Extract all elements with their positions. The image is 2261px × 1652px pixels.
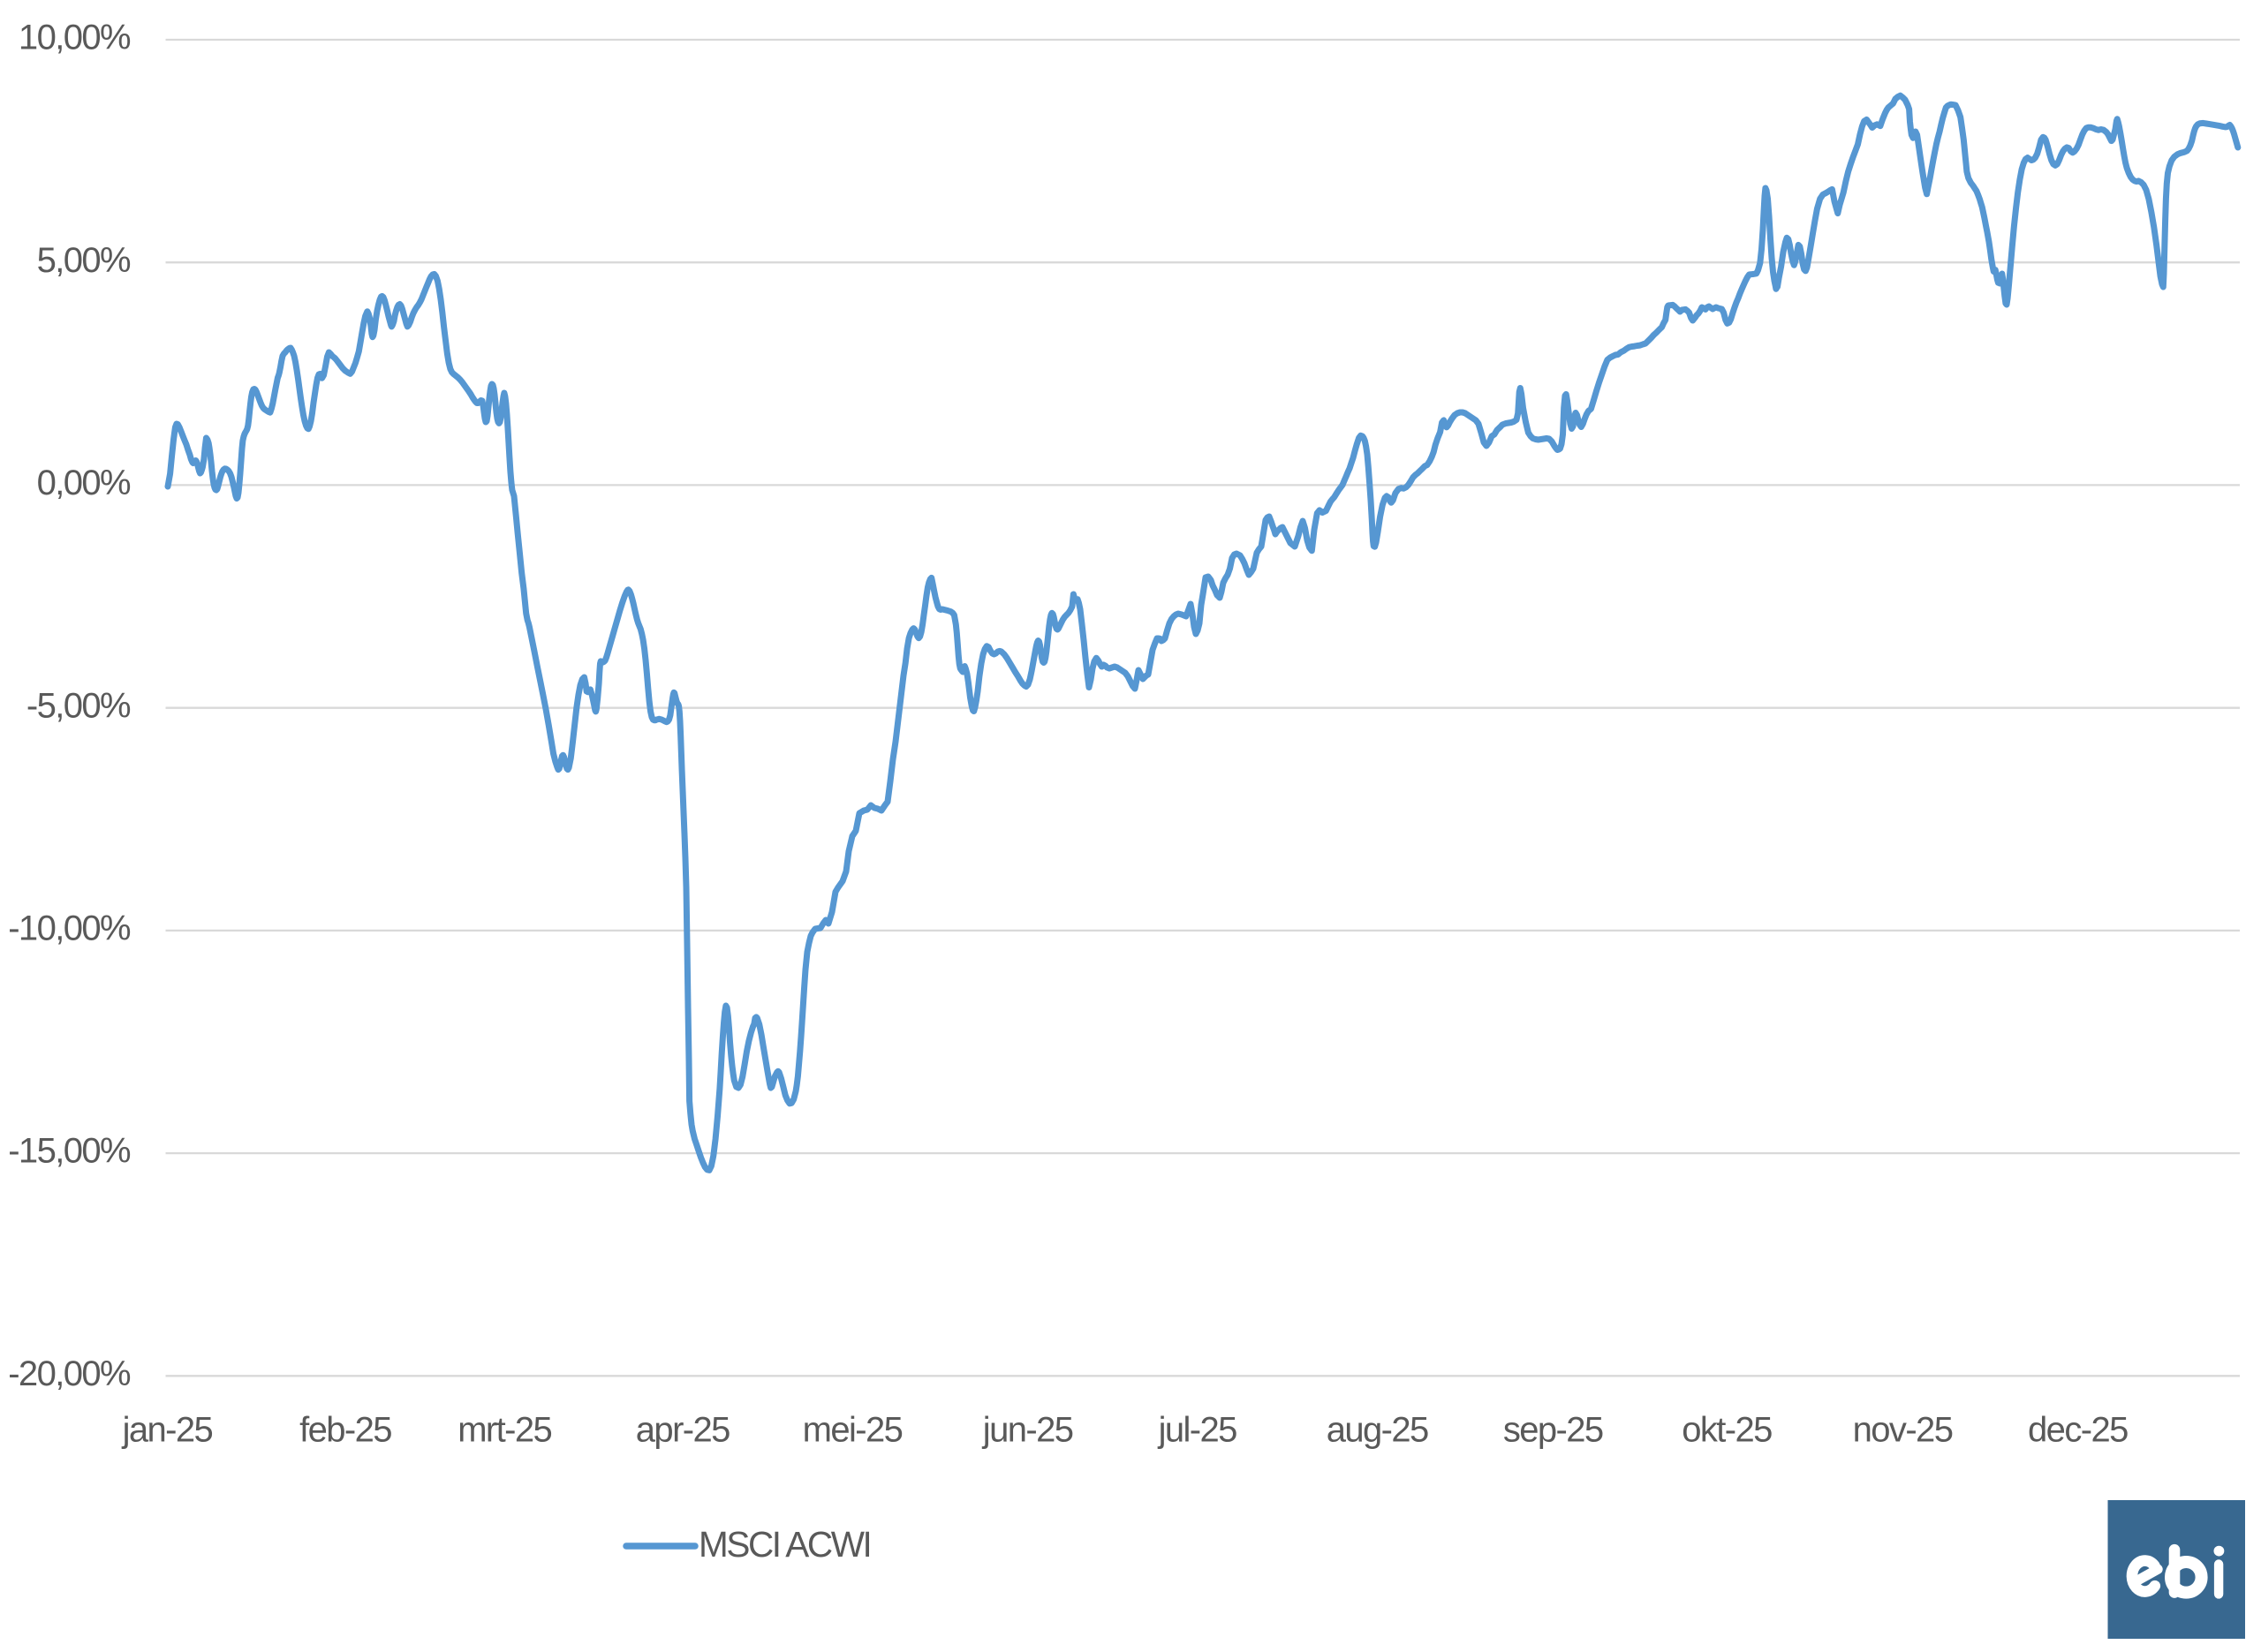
svg-text:apr-25: apr-25 [636, 1411, 730, 1450]
svg-text:jan-25: jan-25 [122, 1411, 213, 1450]
svg-text:nov-25: nov-25 [1853, 1411, 1953, 1450]
svg-text:sep-25: sep-25 [1503, 1411, 1603, 1450]
svg-text:MSCI ACWI: MSCI ACWI [699, 1524, 870, 1565]
svg-text:-15,00%: -15,00% [8, 1132, 131, 1171]
svg-text:mei-25: mei-25 [803, 1411, 903, 1450]
svg-text:5,00%: 5,00% [37, 241, 131, 280]
svg-text:feb-25: feb-25 [299, 1411, 391, 1450]
svg-text:10,00%: 10,00% [19, 19, 131, 57]
svg-text:dec-25: dec-25 [2028, 1411, 2128, 1450]
svg-text:aug-25: aug-25 [1327, 1411, 1428, 1450]
svg-text:-5,00%: -5,00% [26, 686, 131, 725]
svg-text:0,00%: 0,00% [37, 464, 131, 502]
svg-text:mrt-25: mrt-25 [457, 1411, 551, 1450]
svg-text:-10,00%: -10,00% [8, 909, 131, 948]
svg-text:-20,00%: -20,00% [8, 1354, 131, 1393]
svg-text:jun-25: jun-25 [982, 1411, 1073, 1450]
svg-text:okt-25: okt-25 [1682, 1411, 1772, 1450]
svg-text:jul-25: jul-25 [1158, 1411, 1237, 1450]
